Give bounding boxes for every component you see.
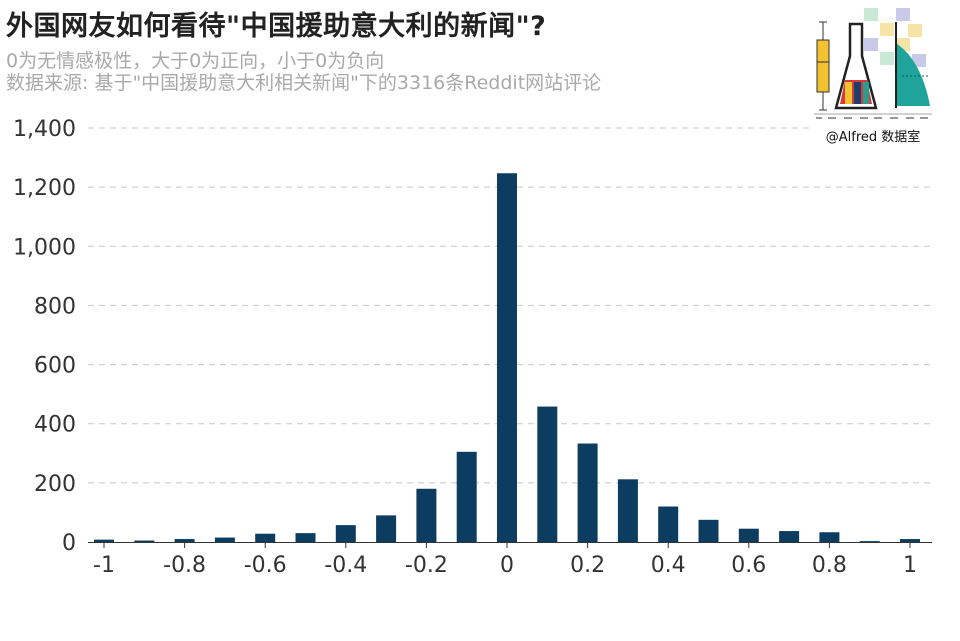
chart-title: 外国网友如何看待"中国援助意大利的新闻"? <box>6 11 547 42</box>
histogram-bar <box>617 479 638 542</box>
histogram-bar <box>295 533 316 542</box>
y-tick-label: 1,400 <box>13 117 76 142</box>
histogram-bar <box>859 541 880 542</box>
histogram-bar <box>779 531 800 542</box>
histogram-bar <box>698 519 719 542</box>
histogram-bar <box>255 533 276 542</box>
y-tick-label: 400 <box>34 413 76 438</box>
x-tick-label: 0 <box>500 553 514 578</box>
chart-subtitle-source: 数据来源: 基于"中国援助意大利相关新闻"下的3316条Reddit网站评论 <box>6 72 602 94</box>
x-axis-ticks: -1 -0.8 -0.6 -0.4 -0.2 0 0.2 0.4 0.6 0.8 1 <box>93 542 917 578</box>
histogram-bar <box>456 451 477 542</box>
histogram-bar <box>174 539 195 542</box>
x-tick-label: -0.8 <box>163 553 206 578</box>
x-tick-label: 0.2 <box>570 553 605 578</box>
x-tick-label: -1 <box>93 553 115 578</box>
histogram-bar <box>416 488 437 542</box>
histogram-bar <box>134 540 155 542</box>
histogram-bar <box>658 506 679 542</box>
y-tick-label: 600 <box>34 354 76 379</box>
y-axis-ticks: 0 200 400 600 800 1,000 1,200 1,400 <box>13 117 76 556</box>
histogram-bar <box>900 539 920 542</box>
y-tick-label: 1,000 <box>13 235 76 260</box>
x-tick-label: -0.4 <box>324 553 367 578</box>
histogram-bar <box>497 173 517 542</box>
bars <box>94 173 920 542</box>
alfred-logo: @Alfred 数据室 <box>812 4 934 145</box>
histogram-bar <box>537 406 558 542</box>
histogram-bar <box>335 525 356 542</box>
y-tick-label: 0 <box>62 531 76 556</box>
histogram-bar <box>738 528 759 542</box>
x-tick-label: 1 <box>903 553 917 578</box>
histogram-bar <box>94 539 114 542</box>
x-tick-label: 0.4 <box>651 553 686 578</box>
y-tick-label: 800 <box>34 294 76 319</box>
y-tick-label: 1,200 <box>13 176 76 201</box>
x-tick-label: 0.8 <box>812 553 847 578</box>
logo-caption: @Alfred 数据室 <box>825 130 921 145</box>
histogram-bar <box>214 537 235 542</box>
x-tick-label: -0.6 <box>244 553 287 578</box>
histogram-bar <box>376 515 397 542</box>
histogram-bar <box>819 532 840 542</box>
x-tick-label: 0.6 <box>731 553 766 578</box>
chart-subtitle-polarity: 0为无情感极性，大于0为正向，小于0为负向 <box>6 50 385 72</box>
histogram-bar <box>577 443 598 542</box>
lab-flask-icon <box>814 8 932 119</box>
y-tick-label: 200 <box>34 472 76 497</box>
x-tick-label: -0.2 <box>405 553 448 578</box>
